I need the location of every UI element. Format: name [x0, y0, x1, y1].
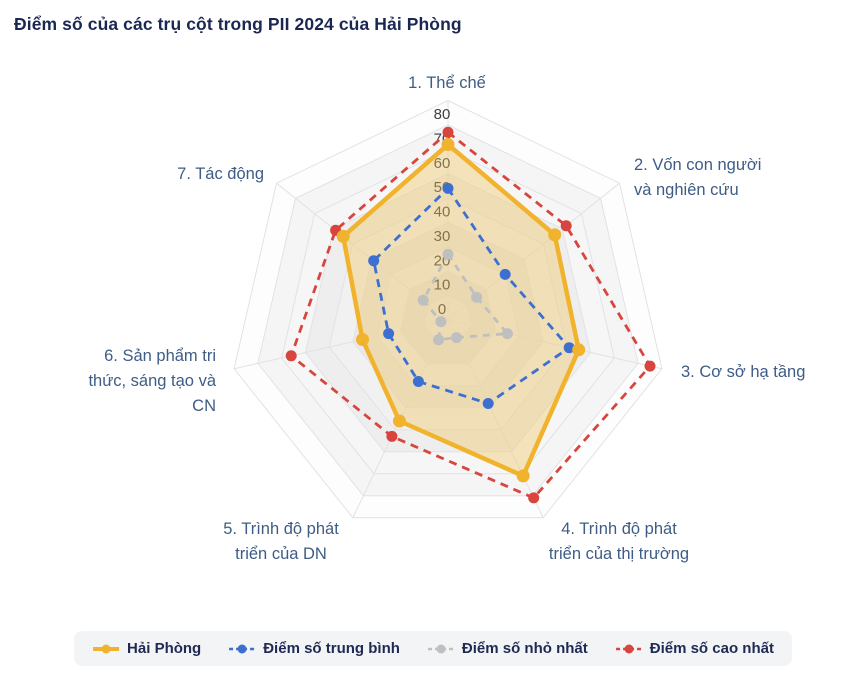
legend-item-hai-phong[interactable]: Hải Phòng: [92, 640, 201, 657]
data-point-hai-phong-4[interactable]: [516, 469, 530, 483]
axis-label-2: 2. Vốn con người và nghiên cứu: [634, 156, 761, 199]
axis-label-4: 4. Trình độ phát triển của thị trường: [549, 520, 689, 563]
series-line-diem-so-cao-nhat[interactable]: [289, 130, 652, 500]
axis-label-5: 5. Trình độ phát triển của DN: [223, 520, 339, 563]
radial-tick-label: 60: [434, 155, 451, 172]
data-point-diem-so-nho-nhat-6[interactable]: [435, 316, 447, 328]
legend-label: Hải Phòng: [127, 640, 202, 657]
axis-label-3: 3. Cơ sở hạ tầng: [681, 363, 805, 381]
legend-line-dot-icon: [93, 644, 120, 653]
series-line-hai-phong[interactable]: [340, 142, 581, 479]
legend-label: Điểm số trung bình: [263, 640, 400, 657]
radar-grid: [233, 100, 663, 519]
legend-item-diem-so-nho-nhat[interactable]: Điểm số nhỏ nhất: [427, 640, 588, 657]
radial-tick-label: 0: [438, 301, 446, 318]
series-area-hai-phong: [343, 144, 579, 476]
data-point-hai-phong-3[interactable]: [572, 343, 586, 357]
data-point-diem-so-trung-binh-6[interactable]: [383, 328, 395, 340]
chart-legend: Hải Phòng Điểm số trung bình Điểm số nhỏ n…: [74, 631, 792, 666]
data-point-diem-so-nho-nhat-3[interactable]: [501, 328, 513, 340]
legend-item-diem-so-cao-nhat[interactable]: Điểm số cao nhất: [615, 640, 774, 657]
series-hai-phong[interactable]: [336, 138, 586, 483]
legend-label: Điểm số nhỏ nhất: [461, 640, 588, 657]
radial-tick-label: 30: [434, 228, 451, 245]
series-diem-so-nho-nhat[interactable]: [417, 248, 513, 346]
data-point-hai-phong-5[interactable]: [392, 414, 406, 428]
axis-label-6: 6. Sản phẩm tri thức, sáng tạo và CN: [88, 347, 216, 415]
data-point-diem-so-trung-binh-4[interactable]: [482, 398, 494, 409]
series-line-diem-so-trung-binh[interactable]: [372, 186, 571, 405]
data-point-diem-so-nho-nhat-1[interactable]: [442, 248, 454, 260]
data-point-hai-phong-7[interactable]: [336, 229, 350, 243]
data-point-diem-so-cao-nhat-5[interactable]: [386, 430, 398, 442]
data-point-diem-so-cao-nhat-4[interactable]: [528, 492, 540, 504]
data-point-hai-phong-1[interactable]: [441, 138, 455, 151]
radial-tick-label: 40: [434, 204, 451, 221]
legend-line-dot-icon: [615, 644, 642, 653]
data-point-diem-so-cao-nhat-3[interactable]: [644, 360, 656, 372]
data-point-diem-so-cao-nhat-1[interactable]: [442, 126, 454, 138]
radial-tick-label: 10: [434, 277, 451, 294]
data-point-diem-so-trung-binh-7[interactable]: [368, 255, 380, 267]
legend-line-dot-icon: [229, 644, 256, 653]
legend-line-dot-icon: [427, 644, 454, 653]
axis-label-7: 7. Tác động: [177, 165, 264, 183]
legend-item-diem-so-trung-binh[interactable]: Điểm số trung bình: [228, 640, 400, 657]
data-point-diem-so-cao-nhat-6[interactable]: [285, 350, 297, 362]
data-point-hai-phong-2[interactable]: [548, 228, 562, 242]
data-point-diem-so-trung-binh-2[interactable]: [499, 268, 511, 280]
series-diem-so-cao-nhat[interactable]: [285, 126, 656, 504]
data-point-diem-so-nho-nhat-4[interactable]: [451, 332, 462, 344]
data-point-diem-so-trung-binh-1[interactable]: [442, 182, 454, 194]
data-point-diem-so-nho-nhat-5[interactable]: [433, 334, 444, 346]
data-point-diem-so-trung-binh-5[interactable]: [412, 376, 424, 387]
data-point-diem-so-nho-nhat-7[interactable]: [417, 294, 429, 306]
radial-tick-label: 80: [434, 106, 451, 123]
data-point-diem-so-cao-nhat-2[interactable]: [560, 220, 572, 232]
data-point-diem-so-nho-nhat-2[interactable]: [471, 291, 483, 303]
axis-label-1: 1. Thể chế: [408, 74, 486, 92]
data-point-diem-so-trung-binh-3[interactable]: [563, 342, 575, 354]
page-title: Điểm số của các trụ cột trong PII 2024 c…: [14, 14, 462, 34]
data-point-hai-phong-6[interactable]: [356, 333, 369, 346]
series-diem-so-trung-binh[interactable]: [368, 182, 575, 409]
legend-label: Điểm số cao nhất: [649, 640, 774, 657]
axis-labels: 1. Thể chế 2. Vốn con người và nghiên cứu 3…: [88, 74, 805, 563]
